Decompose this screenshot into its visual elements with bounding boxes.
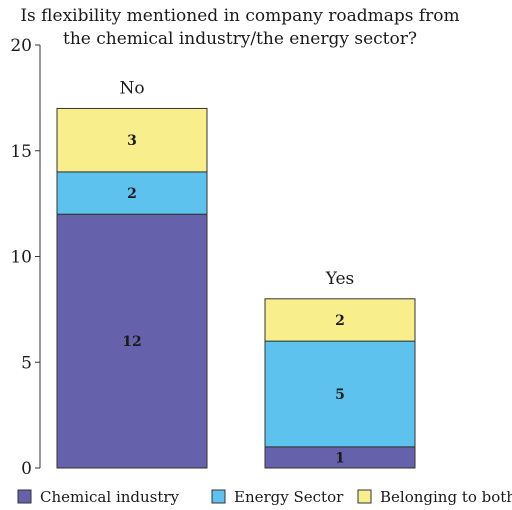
legend-label: Energy Sector: [234, 488, 344, 506]
bar-value-label: 3: [127, 133, 137, 149]
y-tick-label: 5: [21, 353, 32, 373]
legend: Chemical industry Energy Sector Belonging …: [17, 488, 512, 506]
chart-title-line-2: the chemical industry/the energy sector?: [63, 29, 417, 49]
chart-title-line-1: Is flexibility mentioned in company road…: [20, 6, 459, 26]
bar-value-label: 5: [335, 387, 345, 403]
y-tick-label: 20: [10, 36, 32, 56]
y-tick-label: 15: [10, 142, 32, 162]
legend-label: Belonging to both: [380, 488, 512, 506]
bar-segment: [264, 340, 416, 448]
bar-segment: [56, 213, 208, 469]
legend-swatch: [357, 489, 372, 504]
y-tick-label: 10: [10, 248, 32, 268]
y-axis: 0 5 10 15 20: [10, 36, 41, 479]
chart-title: Is flexibility mentioned in company road…: [20, 6, 459, 49]
category-label: No: [119, 78, 144, 98]
bar-value-label: 2: [127, 186, 137, 202]
bars: 12 2 3 1 5 2: [56, 107, 416, 469]
category-label: Yes: [325, 269, 355, 289]
bar-value-label: 2: [335, 313, 345, 329]
bar-segment: [56, 171, 208, 215]
bar-segment: [56, 107, 208, 173]
legend-swatch: [17, 489, 32, 504]
category-labels: No Yes: [119, 78, 354, 288]
y-tick-label: 0: [21, 459, 32, 479]
legend-swatch: [211, 489, 226, 504]
legend-label: Chemical industry: [40, 488, 180, 506]
bar-value-label: 1: [335, 450, 345, 466]
bar-segment: [264, 298, 416, 342]
bar-value-label: 12: [122, 334, 141, 350]
